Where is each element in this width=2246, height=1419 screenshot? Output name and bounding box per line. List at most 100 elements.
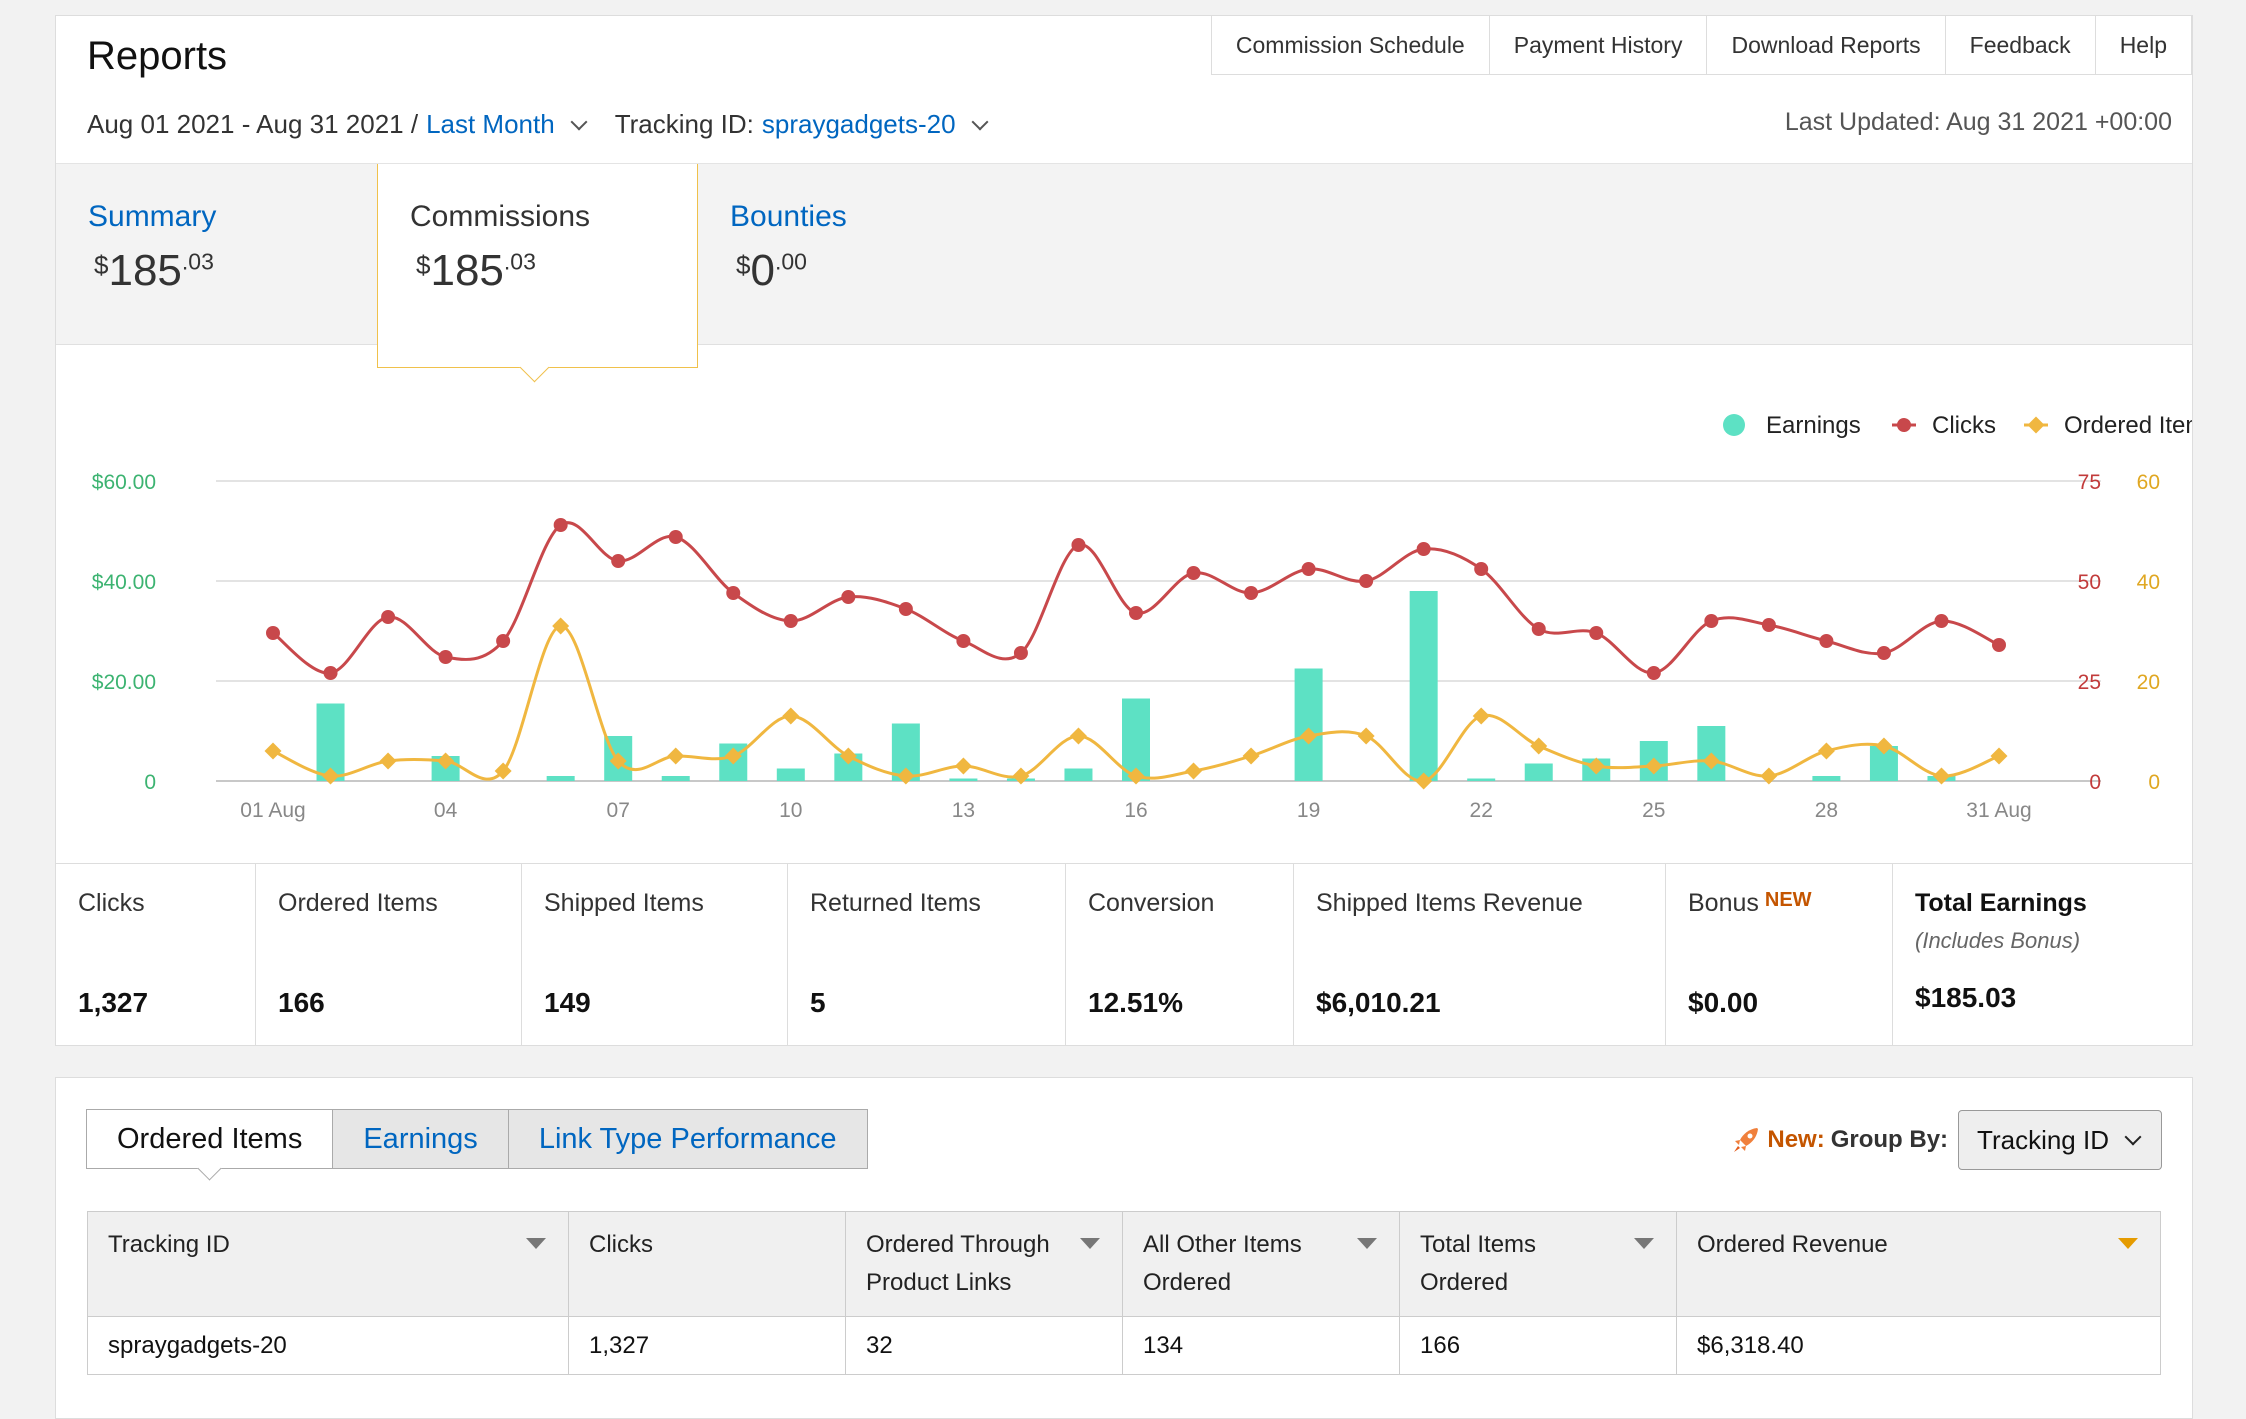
- sort-caret-icon[interactable]: [2118, 1238, 2138, 1249]
- filter-row: Aug 01 2021 - Aug 31 2021 / Last Month T…: [87, 109, 1004, 140]
- top-nav: Commission Schedule Payment History Down…: [1210, 16, 2192, 75]
- col-clicks[interactable]: Clicks: [568, 1211, 846, 1317]
- tab-summary[interactable]: Summary $185.03: [56, 164, 376, 344]
- clicks-point: [841, 590, 856, 604]
- metrics-bar: Clicks 1,327 Ordered Items 166 Shipped I…: [56, 863, 2192, 1046]
- earnings-bar: [1524, 763, 1553, 781]
- clicks-point: [1416, 542, 1431, 556]
- clicks-point: [381, 610, 396, 624]
- clicks-point: [1761, 618, 1776, 632]
- ordered-items-point: [1760, 767, 1778, 785]
- y-right-items-tick-label: 20: [2137, 671, 2160, 694]
- sort-caret-icon[interactable]: [526, 1238, 546, 1249]
- earnings-bar: [1409, 591, 1438, 781]
- earnings-bar: [1064, 768, 1093, 781]
- metric-conversion: Conversion 12.51%: [1066, 864, 1294, 1046]
- tab-commissions-label[interactable]: Commissions: [410, 200, 591, 233]
- clicks-point: [496, 634, 511, 648]
- ordered-items-point: [724, 747, 742, 765]
- group-by-select[interactable]: Tracking ID: [1958, 1110, 2162, 1170]
- date-preset-dropdown[interactable]: Last Month: [426, 109, 555, 139]
- col-ordered-through-product-links[interactable]: Ordered Through Product Links: [845, 1211, 1123, 1317]
- y-right-items-tick-label: 0: [2148, 771, 2160, 794]
- metric-value: $185.03: [1915, 982, 2017, 1013]
- tab-bounties-label[interactable]: Bounties: [730, 200, 847, 233]
- help-button[interactable]: Help: [2094, 16, 2192, 75]
- metric-value: $6,010.21: [1316, 987, 1441, 1018]
- clicks-point: [611, 554, 626, 568]
- clicks-point: [1646, 666, 1661, 680]
- earnings-bar: [1294, 668, 1323, 781]
- ordered-items-point: [1645, 757, 1663, 775]
- clicks-point: [323, 666, 338, 680]
- legend-earnings-icon: [1723, 414, 1745, 436]
- tab-summary-label[interactable]: Summary: [88, 200, 217, 233]
- tab-bounties[interactable]: Bounties $0.00: [698, 164, 1018, 344]
- clicks-point: [1359, 574, 1374, 588]
- new-badge: NEW: [1764, 889, 1812, 911]
- clicks-point: [1531, 622, 1546, 636]
- ordered-items-point: [552, 617, 570, 635]
- ordered-items-point: [954, 757, 972, 775]
- clicks-point: [1876, 646, 1891, 660]
- group-by-control: New: Group By: Tracking ID: [1731, 1110, 2162, 1170]
- y-left-tick-label: $20.00: [92, 671, 156, 694]
- clicks-point: [266, 626, 280, 640]
- chevron-down-icon[interactable]: [570, 113, 588, 130]
- ordered-items-point: [667, 747, 685, 765]
- clicks-point: [898, 602, 913, 616]
- sort-caret-icon[interactable]: [1634, 1238, 1654, 1249]
- download-reports-button[interactable]: Download Reports: [1706, 16, 1946, 75]
- group-by-value: Tracking ID: [1977, 1125, 2109, 1155]
- metric-value: 5: [810, 987, 826, 1018]
- tab-earnings[interactable]: Earnings: [332, 1109, 509, 1169]
- sort-caret-icon[interactable]: [1080, 1238, 1100, 1249]
- metric-label: Ordered Items: [278, 889, 438, 917]
- feedback-button[interactable]: Feedback: [1944, 16, 2096, 75]
- col-ordered-revenue[interactable]: Ordered Revenue: [1676, 1211, 2161, 1317]
- col-all-other-items-ordered[interactable]: All Other Items Ordered: [1122, 1211, 1400, 1317]
- clicks-point: [1244, 586, 1259, 600]
- earnings-bar: [1467, 778, 1496, 781]
- summary-amount: $185.03: [94, 246, 214, 295]
- ordered-items-point: [1357, 727, 1375, 745]
- tracking-id-link[interactable]: spraygadgets-20: [87, 1316, 569, 1375]
- ordered-items-point: [1185, 762, 1203, 780]
- ordered-items-point: [264, 742, 282, 760]
- ordered-items-point: [1242, 747, 1260, 765]
- x-tick-label: 07: [607, 799, 630, 822]
- tab-link-type-performance[interactable]: Link Type Performance: [507, 1109, 868, 1169]
- earnings-bar: [546, 776, 575, 781]
- metric-label: Shipped Items Revenue: [1316, 889, 1583, 917]
- ordered-items-table: Tracking ID Clicks Ordered Through Produc…: [87, 1211, 2161, 1375]
- performance-chart: 0 0 0 $20.00 25 20 $40.00 50 40 $60.00 75 60 01 Aug 0…: [92, 412, 2192, 822]
- chevron-down-icon[interactable]: [971, 113, 989, 130]
- y-left-tick-label: 0: [144, 771, 156, 794]
- date-range-text: Aug 01 2021 - Aug 31 2021 /: [87, 109, 419, 139]
- tracking-id-dropdown[interactable]: spraygadgets-20: [761, 109, 956, 139]
- clicks-point: [1704, 614, 1719, 628]
- ordered-items-point: [1530, 737, 1548, 755]
- clicks-point: [1474, 562, 1489, 576]
- commissions-amount: $185.03: [416, 246, 536, 295]
- y-left-tick-label: $60.00: [92, 471, 156, 494]
- payment-history-button[interactable]: Payment History: [1488, 16, 1708, 75]
- ordered-items-point: [1875, 737, 1893, 755]
- legend-items-label: Ordered Items: [2064, 412, 2192, 439]
- ordered-items-line: [272, 624, 2000, 783]
- last-updated-text: Last Updated: Aug 31 2021 +00:00: [1784, 108, 2172, 136]
- cell-all-other-items: 134: [1122, 1316, 1400, 1375]
- y-right-items-tick-label: 60: [2137, 471, 2160, 494]
- clicks-point: [726, 586, 741, 600]
- ordered-items-point: [322, 767, 340, 785]
- clicks-point: [1013, 646, 1028, 660]
- col-tracking-id[interactable]: Tracking ID: [87, 1211, 569, 1317]
- col-total-items-ordered[interactable]: Total Items Ordered: [1399, 1211, 1677, 1317]
- ordered-items-point: [1817, 742, 1835, 760]
- tab-commissions[interactable]: Commissions $185.03: [377, 164, 698, 368]
- reports-panel: Reports Commission Schedule Payment Hist…: [55, 15, 2193, 1046]
- clicks-point: [1992, 638, 2006, 652]
- metric-returned-items: Returned Items 5: [788, 864, 1066, 1046]
- sort-caret-icon[interactable]: [1357, 1238, 1377, 1249]
- commission-schedule-button[interactable]: Commission Schedule: [1210, 16, 1490, 75]
